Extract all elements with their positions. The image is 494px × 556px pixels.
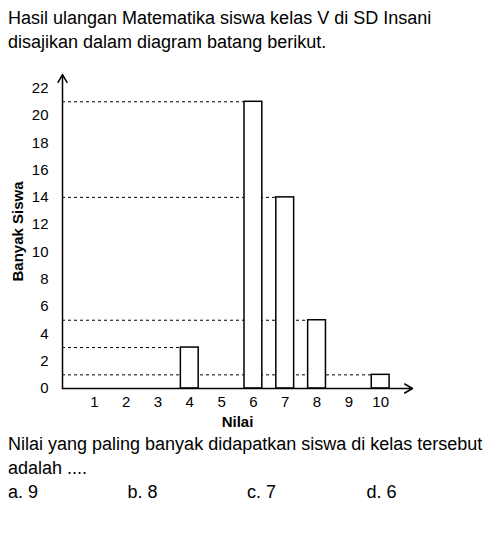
html-text:Hasil ulangan Matematika siswa: Hasil ulangan Matematika siswa kelas V d… [8, 8, 432, 52]
svg-text:1: 1 [90, 393, 98, 410]
svg-text:10: 10 [372, 393, 389, 410]
svg-text:9: 9 [345, 393, 353, 410]
svg-text:8: 8 [40, 270, 48, 287]
html-text:Nilai yang paling banyak didap: Nilai yang paling banyak didapatkan sisw… [8, 434, 483, 478]
svg-text:Nilai: Nilai [222, 413, 254, 430]
html-text:d. 6: d. 6 [366, 482, 397, 502]
svg-text:2: 2 [122, 393, 130, 410]
svg-text:6: 6 [249, 393, 257, 410]
svg-text:20: 20 [32, 106, 49, 123]
svg-text:18: 18 [32, 134, 49, 151]
svg-text:2: 2 [40, 352, 48, 369]
html-text:c. 7: c. 7 [247, 482, 276, 502]
html-text:a. 9: a. 9 [8, 482, 38, 502]
svg-text:4: 4 [40, 325, 48, 342]
svg-text:8: 8 [313, 393, 321, 410]
svg-text:16: 16 [32, 161, 49, 178]
svg-text:22: 22 [32, 79, 49, 96]
svg-text:7: 7 [281, 393, 289, 410]
svg-text:12: 12 [32, 215, 49, 232]
svg-text:0: 0 [40, 379, 48, 396]
svg-text:5: 5 [217, 393, 225, 410]
svg-text:14: 14 [32, 188, 49, 205]
svg-text:Banyak Siswa: Banyak Siswa [9, 181, 26, 282]
svg-text:3: 3 [154, 393, 162, 410]
svg-text:6: 6 [40, 297, 48, 314]
html-text:b. 8: b. 8 [127, 482, 158, 502]
svg-text:4: 4 [186, 393, 194, 410]
svg-text:10: 10 [32, 243, 49, 260]
